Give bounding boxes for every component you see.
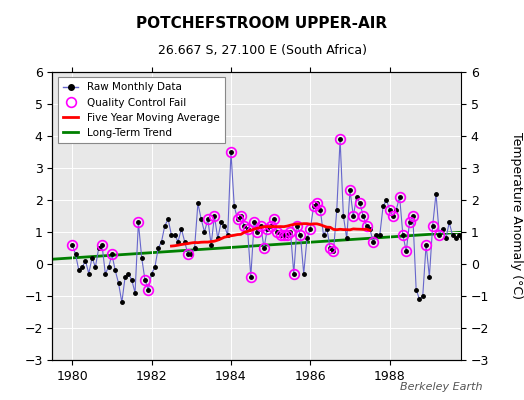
- Y-axis label: Temperature Anomaly (°C): Temperature Anomaly (°C): [510, 132, 523, 300]
- Text: POTCHEFSTROOM UPPER-AIR: POTCHEFSTROOM UPPER-AIR: [136, 16, 388, 31]
- Legend: Raw Monthly Data, Quality Control Fail, Five Year Moving Average, Long-Term Tren: Raw Monthly Data, Quality Control Fail, …: [58, 77, 225, 143]
- Text: Berkeley Earth: Berkeley Earth: [400, 382, 482, 392]
- Text: 26.667 S, 27.100 E (South Africa): 26.667 S, 27.100 E (South Africa): [158, 44, 366, 57]
